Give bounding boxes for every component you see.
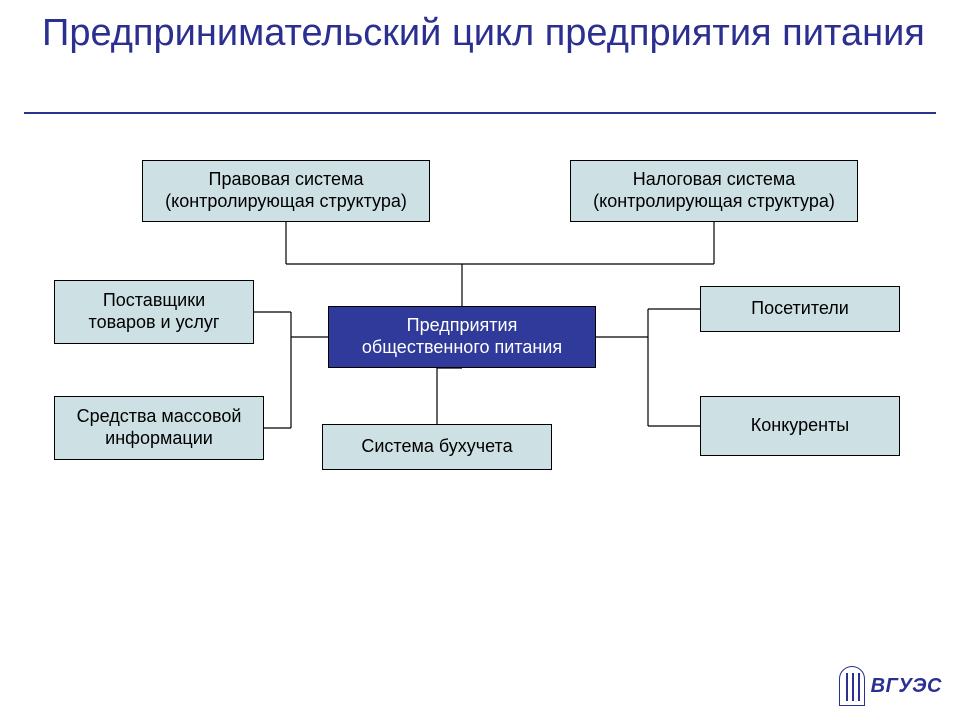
- node-account: Система бухучета: [322, 424, 552, 470]
- logo-emblem-icon: [839, 666, 865, 706]
- logo: ВГУЭС: [839, 666, 942, 706]
- node-media: Средства массовой информации: [54, 396, 264, 460]
- node-visitors: Посетители: [700, 286, 900, 332]
- diagram-canvas: Правовая система (контролирующая структу…: [0, 0, 960, 720]
- logo-text: ВГУЭС: [871, 675, 942, 698]
- node-compet: Конкуренты: [700, 396, 900, 456]
- node-suppliers: Поставщики товаров и услуг: [54, 280, 254, 344]
- node-legal: Правовая система (контролирующая структу…: [142, 160, 430, 222]
- node-center: Предприятия общественного питания: [328, 306, 596, 368]
- node-tax: Налоговая система (контролирующая структ…: [570, 160, 858, 222]
